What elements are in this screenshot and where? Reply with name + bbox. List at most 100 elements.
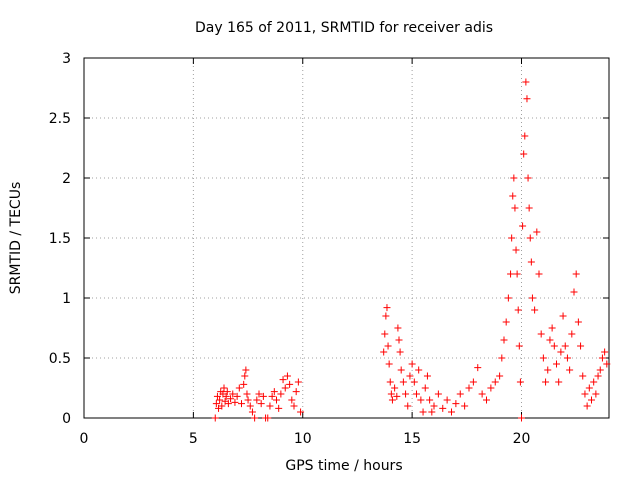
data-point bbox=[423, 372, 431, 380]
y-tick-label: 1.5 bbox=[49, 231, 71, 247]
data-point bbox=[243, 390, 251, 398]
data-point bbox=[577, 342, 585, 350]
data-point bbox=[483, 396, 490, 404]
data-point bbox=[222, 392, 230, 400]
data-point bbox=[396, 348, 404, 356]
data-point bbox=[404, 402, 412, 410]
data-point bbox=[275, 404, 283, 412]
chart-title: Day 165 of 2011, SRMTID for receiver adi… bbox=[195, 20, 493, 36]
data-point bbox=[270, 388, 278, 396]
data-point bbox=[507, 270, 515, 278]
data-point bbox=[504, 294, 512, 302]
data-point bbox=[231, 398, 239, 406]
data-point bbox=[383, 304, 391, 312]
data-point bbox=[443, 396, 451, 404]
data-point bbox=[259, 392, 267, 400]
data-point bbox=[579, 372, 587, 380]
data-point bbox=[430, 402, 438, 410]
data-point bbox=[491, 378, 499, 386]
data-point bbox=[511, 204, 519, 212]
data-point bbox=[465, 384, 473, 392]
data-point bbox=[523, 95, 531, 103]
data-point bbox=[428, 408, 436, 416]
axis-ticks: 0 5 10 15 20 0 0.5 1 1.5 2 2.5 3 bbox=[49, 51, 609, 447]
data-point bbox=[216, 396, 224, 404]
data-point bbox=[251, 414, 259, 422]
data-point bbox=[461, 402, 469, 410]
data-point bbox=[281, 384, 289, 392]
data-point bbox=[574, 318, 582, 326]
y-tick-label: 2 bbox=[62, 171, 71, 187]
y-tick-label: 0.5 bbox=[49, 351, 71, 367]
data-point bbox=[264, 414, 272, 422]
data-point bbox=[277, 390, 285, 398]
data-point bbox=[539, 354, 547, 362]
x-tick-label: 15 bbox=[403, 431, 421, 447]
data-point bbox=[542, 378, 550, 386]
data-point bbox=[568, 330, 576, 338]
data-point bbox=[546, 336, 554, 344]
data-point bbox=[266, 402, 274, 410]
data-point bbox=[268, 392, 276, 400]
data-point bbox=[286, 380, 294, 388]
data-point bbox=[229, 390, 237, 398]
x-tick-label: 20 bbox=[513, 431, 531, 447]
data-point bbox=[561, 342, 569, 350]
data-point bbox=[550, 342, 558, 350]
data-point bbox=[417, 396, 425, 404]
data-point bbox=[394, 324, 402, 332]
data-point bbox=[413, 390, 420, 398]
data-point bbox=[257, 400, 265, 408]
data-point bbox=[399, 378, 407, 386]
data-point bbox=[522, 78, 530, 86]
data-point bbox=[415, 366, 423, 374]
data-point bbox=[448, 408, 455, 416]
data-point bbox=[498, 354, 506, 362]
data-point bbox=[227, 395, 235, 403]
data-point bbox=[294, 378, 302, 386]
data-point bbox=[242, 366, 250, 374]
data-point bbox=[521, 132, 529, 140]
y-axis-label: SRMTID / TECUs bbox=[8, 182, 24, 295]
data-point bbox=[603, 360, 611, 368]
data-point bbox=[598, 354, 606, 362]
data-point bbox=[456, 390, 464, 398]
data-point bbox=[388, 396, 396, 404]
data-point bbox=[292, 388, 300, 396]
data-point bbox=[426, 396, 434, 404]
data-point bbox=[241, 372, 249, 380]
x-tick-label: 5 bbox=[189, 431, 198, 447]
data-point bbox=[434, 390, 442, 398]
data-point bbox=[410, 378, 418, 386]
data-point bbox=[548, 324, 556, 332]
data-point bbox=[248, 408, 256, 416]
data-point bbox=[253, 396, 261, 404]
data-point bbox=[544, 366, 552, 374]
data-point bbox=[508, 234, 516, 242]
data-point bbox=[553, 360, 560, 368]
data-point bbox=[559, 312, 567, 320]
data-point bbox=[531, 306, 539, 314]
data-point bbox=[283, 372, 291, 380]
data-point bbox=[509, 192, 517, 200]
data-point bbox=[528, 294, 536, 302]
data-point bbox=[220, 384, 228, 392]
data-point bbox=[213, 392, 221, 400]
data-point bbox=[518, 414, 525, 422]
data-point bbox=[512, 246, 520, 254]
data-point bbox=[391, 384, 399, 392]
data-point bbox=[240, 380, 248, 388]
data-point bbox=[382, 312, 390, 320]
y-tick-label: 2.5 bbox=[49, 111, 71, 127]
data-point bbox=[590, 378, 598, 386]
data-point bbox=[585, 384, 593, 392]
data-point bbox=[581, 390, 589, 398]
data-point bbox=[515, 342, 523, 350]
data-point bbox=[421, 384, 429, 392]
data-point bbox=[408, 360, 416, 368]
data-point bbox=[524, 174, 532, 182]
data-point bbox=[510, 174, 518, 182]
grid bbox=[84, 58, 609, 418]
data-point bbox=[572, 270, 580, 278]
